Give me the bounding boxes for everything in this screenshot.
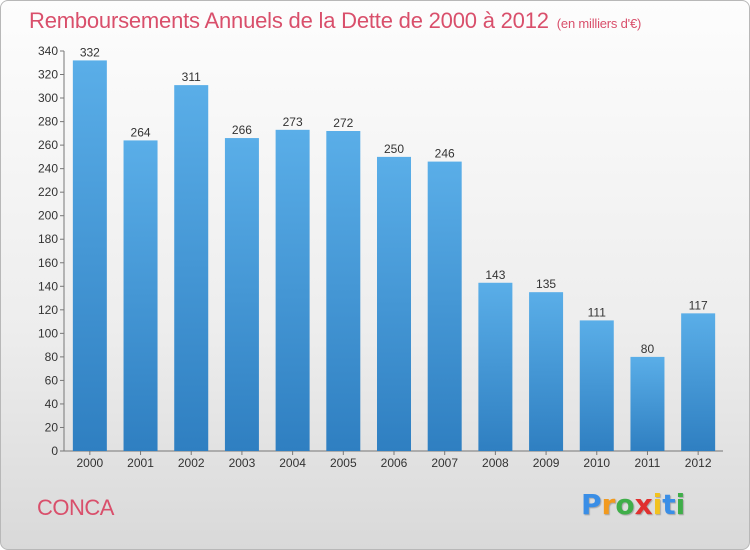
logo-letter: P xyxy=(581,488,602,521)
logo-letter: r xyxy=(601,488,616,521)
y-tick-label: 40 xyxy=(45,397,59,411)
y-tick-label: 200 xyxy=(38,209,58,223)
bar-2005 xyxy=(326,131,361,451)
data-label-2009: 135 xyxy=(536,277,556,291)
data-label-2008: 143 xyxy=(485,268,505,282)
proxiti-logo: Proxiti xyxy=(581,488,685,521)
bar-2006 xyxy=(377,156,411,451)
data-label-2003: 266 xyxy=(232,123,252,137)
bar-2001 xyxy=(123,140,158,452)
x-tick-label-2009: 2009 xyxy=(533,456,560,470)
y-tick-label: 240 xyxy=(38,162,58,176)
logo-letter: x xyxy=(634,488,653,521)
data-label-2010: 111 xyxy=(588,305,607,319)
y-tick-label: 60 xyxy=(45,373,59,387)
y-tick-label: 180 xyxy=(38,232,58,246)
data-label-2000: 332 xyxy=(80,45,100,59)
y-tick-label: 20 xyxy=(45,420,59,434)
data-label-2012: 117 xyxy=(689,298,708,312)
bar-2002 xyxy=(174,85,209,451)
x-tick-label-2004: 2004 xyxy=(279,456,306,470)
data-label-2007: 246 xyxy=(435,147,455,161)
bar-2012 xyxy=(681,313,716,451)
bar-2010 xyxy=(579,320,614,451)
y-tick-label: 280 xyxy=(38,115,58,129)
y-tick-label: 120 xyxy=(38,303,58,317)
data-label-2005: 272 xyxy=(333,116,353,130)
x-tick-label-2000: 2000 xyxy=(76,456,103,470)
y-tick-label: 100 xyxy=(38,326,58,340)
data-label-2001: 264 xyxy=(131,125,151,139)
bar-2009 xyxy=(529,292,564,451)
y-tick-label: 160 xyxy=(38,256,58,270)
y-tick-label: 340 xyxy=(38,44,58,58)
x-tick-label-2008: 2008 xyxy=(482,456,509,470)
y-tick-label: 0 xyxy=(51,444,58,458)
x-tick-label-2001: 2001 xyxy=(127,456,154,470)
y-tick-label: 140 xyxy=(38,279,58,293)
chart-title: Remboursements Annuels de la Dette de 20… xyxy=(29,8,641,34)
chart-subtitle: (en milliers d'€) xyxy=(556,16,642,31)
y-tick-label: 260 xyxy=(38,138,58,152)
y-tick-label: 300 xyxy=(38,91,58,105)
bar-2000 xyxy=(72,60,107,451)
x-tick-label-2006: 2006 xyxy=(381,456,408,470)
x-tick-label-2005: 2005 xyxy=(330,456,357,470)
logo-letter: i xyxy=(675,488,686,521)
town-name: CONCA xyxy=(37,495,114,520)
x-tick-label-2007: 2007 xyxy=(431,456,458,470)
logo-letter: t xyxy=(662,488,676,521)
x-tick-label-2012: 2012 xyxy=(685,456,712,470)
data-label-2011: 80 xyxy=(641,342,655,356)
y-tick-label: 220 xyxy=(38,185,58,199)
data-label-2002: 311 xyxy=(182,70,201,84)
bar-2011 xyxy=(630,356,665,451)
bar-2004 xyxy=(275,129,310,451)
bar-2008 xyxy=(478,282,513,451)
y-tick-label: 80 xyxy=(45,350,59,364)
x-tick-label-2003: 2003 xyxy=(229,456,256,470)
bar-2007 xyxy=(427,161,462,451)
data-label-2004: 273 xyxy=(283,115,303,129)
title-text: Remboursements Annuels de la Dette de 20… xyxy=(29,8,549,33)
data-label-2006: 250 xyxy=(384,142,404,156)
x-tick-label-2011: 2011 xyxy=(635,456,661,470)
bar-2003 xyxy=(224,138,259,451)
y-tick-label: 320 xyxy=(38,68,58,82)
x-tick-label-2002: 2002 xyxy=(178,456,205,470)
x-tick-label-2010: 2010 xyxy=(583,456,610,470)
logo-letter: i xyxy=(652,488,663,521)
logo-letter: o xyxy=(615,488,635,521)
